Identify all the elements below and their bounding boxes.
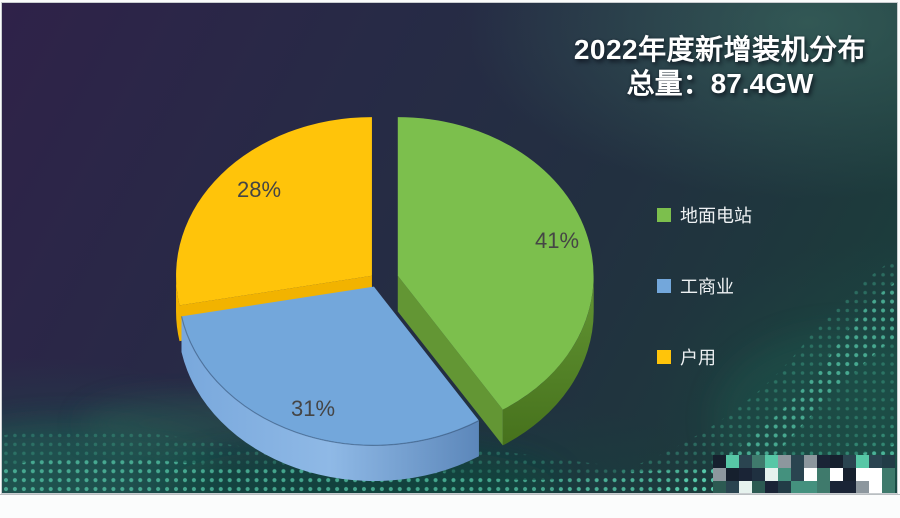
chart-title: 2022年度新增装机分布 — [573, 34, 867, 65]
background-waves — [2, 256, 897, 493]
legend-swatch-icon — [657, 350, 671, 364]
mosaic-cell — [739, 468, 752, 481]
mosaic-cell — [843, 468, 856, 481]
mosaic-cell — [869, 468, 882, 481]
mosaic-cell — [752, 468, 765, 481]
mosaic-cell — [830, 481, 843, 493]
mosaic-cell — [791, 455, 804, 468]
legend-swatch-icon — [657, 208, 671, 222]
mosaic-cell — [882, 455, 895, 468]
mosaic-cell — [713, 481, 726, 493]
legend-swatch-icon — [657, 279, 671, 293]
pixelated-watermark — [713, 455, 895, 493]
mosaic-cell — [869, 481, 882, 493]
legend-label: 工商业 — [680, 277, 734, 297]
mosaic-cell — [726, 468, 739, 481]
mosaic-cell — [804, 468, 817, 481]
pie-slice-commercial-edge — [180, 316, 480, 446]
chart-title-block: 2022年度新增装机分布 总量：87.4GW — [530, 33, 897, 100]
mosaic-cell — [726, 455, 739, 468]
mosaic-cell — [765, 481, 778, 493]
mosaic-cell — [830, 455, 843, 468]
mosaic-cell — [778, 455, 791, 468]
mosaic-cell — [817, 481, 830, 493]
legend-item-residential: 户用 — [657, 344, 716, 370]
mosaic-cell — [882, 481, 895, 493]
pie-chart — [176, 117, 594, 482]
mosaic-cell — [713, 455, 726, 468]
mosaic-cell — [765, 468, 778, 481]
mosaic-cell — [843, 481, 856, 493]
mosaic-cell — [778, 468, 791, 481]
mosaic-cell — [765, 455, 778, 468]
chart-subtitle: 总量：87.4GW — [626, 68, 814, 99]
mosaic-cell — [882, 468, 895, 481]
mosaic-cell — [752, 481, 765, 493]
mosaic-cell — [791, 481, 804, 493]
pie-slice-residential — [176, 117, 372, 306]
page-margin — [0, 494, 900, 518]
mosaic-cell — [804, 481, 817, 493]
legend-item-commercial: 工商业 — [657, 273, 734, 299]
mosaic-cell — [817, 468, 830, 481]
mosaic-cell — [856, 468, 869, 481]
pie-slice-commercial — [181, 286, 479, 446]
legend-label: 地面电站 — [680, 206, 752, 226]
mosaic-cell — [830, 468, 843, 481]
mosaic-cell — [856, 455, 869, 468]
mosaic-cell — [739, 455, 752, 468]
mosaic-cell — [778, 481, 791, 493]
pie-slice-ground — [397, 117, 594, 410]
mosaic-cell — [726, 481, 739, 493]
mosaic-cell — [817, 455, 830, 468]
mosaic-cell — [869, 455, 882, 468]
mosaic-cell — [843, 455, 856, 468]
mosaic-cell — [752, 455, 765, 468]
data-label-ground: 41% — [534, 228, 580, 253]
mosaic-cell — [713, 468, 726, 481]
mosaic-cell — [804, 455, 817, 468]
data-label-commercial: 31% — [290, 396, 336, 421]
pie-slice-ground-cut-face — [397, 275, 503, 446]
mosaic-cell — [856, 481, 869, 493]
pie-slice-commercial-rim — [181, 316, 479, 482]
slide: 41% 31% 28% 2022年度新增装机分布 总量：87.4GW 地面电站 … — [2, 3, 897, 493]
mosaic-cell — [791, 468, 804, 481]
legend-label: 户用 — [680, 348, 716, 368]
mosaic-cell — [739, 481, 752, 493]
legend-item-ground: 地面电站 — [657, 202, 752, 228]
pie-slice-residential-rim — [176, 275, 180, 342]
data-label-residential: 28% — [236, 177, 282, 202]
pie-slice-ground-rim — [502, 275, 594, 446]
